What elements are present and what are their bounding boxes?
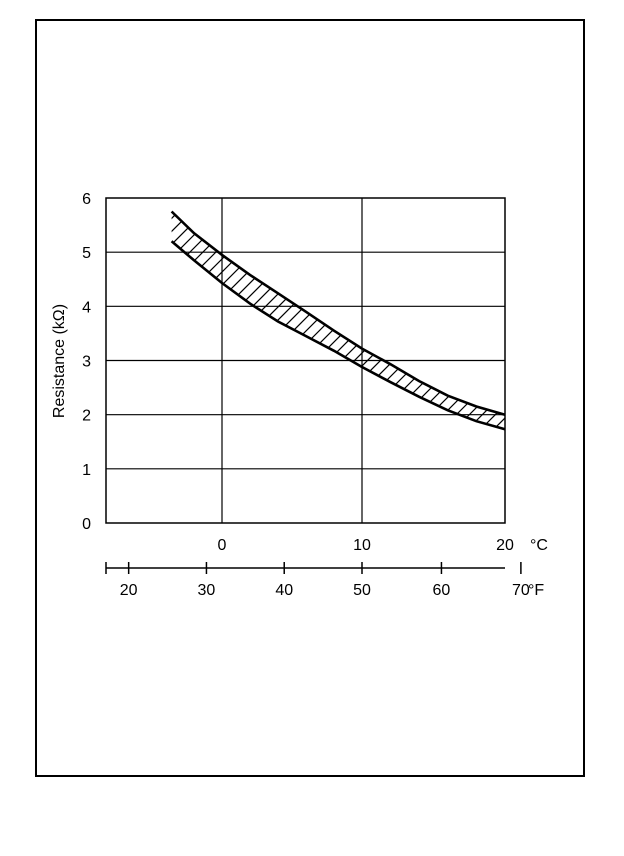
x-unit-fahrenheit: °F — [528, 582, 544, 599]
hatch-line — [597, 180, 624, 560]
hatch-line — [271, 211, 505, 430]
hatch-line — [171, 211, 505, 430]
x2-tick-label: 60 — [433, 582, 451, 599]
hatch-line — [492, 211, 505, 430]
hatch-line — [453, 211, 505, 430]
y-tick-label: 6 — [82, 191, 91, 208]
hatch-line — [545, 180, 624, 560]
hatch-line — [171, 211, 505, 430]
hatch-line — [336, 211, 505, 430]
hatch-line — [0, 180, 80, 560]
axes — [105, 197, 522, 574]
hatch-line — [479, 211, 505, 430]
hatch-line — [610, 180, 624, 560]
hatch-line — [519, 180, 624, 560]
x-tick-label: 20 — [496, 537, 514, 554]
hatch-line — [349, 211, 505, 430]
hatch-line — [232, 211, 505, 430]
hatch-line — [401, 211, 505, 430]
hatch-line — [310, 211, 505, 430]
x2-tick-label: 70 — [512, 582, 530, 599]
hatch-line — [466, 211, 505, 430]
y-tick-label: 3 — [82, 354, 91, 371]
resistance-band — [0, 180, 624, 560]
hatch-line — [258, 211, 505, 430]
x-unit-celsius: °C — [530, 537, 548, 554]
hatch-line — [171, 211, 250, 430]
grid — [106, 198, 505, 523]
hatch-line — [171, 211, 432, 430]
hatch-line — [245, 211, 505, 430]
hatch-line — [284, 211, 505, 430]
hatch-line — [171, 211, 484, 430]
x2-tick-label: 50 — [353, 582, 371, 599]
x2-tick-label: 20 — [120, 582, 138, 599]
hatch-line — [414, 211, 505, 430]
x-tick-label: 10 — [353, 537, 371, 554]
hatch-line — [171, 211, 471, 430]
y-tick-label: 5 — [82, 245, 91, 262]
y-tick-label: 0 — [82, 516, 91, 533]
hatch-line — [171, 211, 315, 430]
hatch-line — [171, 211, 185, 430]
plot-border — [105, 197, 506, 524]
hatch-line — [171, 211, 505, 430]
hatch-line — [171, 211, 328, 430]
hatch-line — [193, 211, 505, 430]
hatch-line — [171, 211, 497, 430]
hatch-line — [171, 211, 276, 430]
hatch-line — [375, 211, 505, 430]
hatch-line — [0, 180, 158, 560]
y-tick-label: 4 — [82, 299, 91, 316]
hatch-line — [440, 211, 505, 430]
hatch-line — [584, 180, 624, 560]
y-tick-label: 2 — [82, 408, 91, 425]
hatch-line — [532, 180, 624, 560]
hatch-line — [171, 211, 263, 430]
hatch-line — [571, 180, 624, 560]
upper-bound-line — [170, 210, 506, 416]
y-axis-label: Resistance (kΩ) — [51, 304, 68, 418]
hatch-lines — [0, 180, 624, 560]
y-tick-label: 1 — [82, 462, 91, 479]
hatch-line — [171, 211, 393, 430]
figure-frame — [35, 19, 585, 777]
x2-tick-label: 30 — [198, 582, 216, 599]
x-tick-label: 0 — [218, 537, 227, 554]
hatch-line — [171, 211, 224, 430]
hatch-line — [427, 211, 505, 430]
hatch-line — [0, 180, 93, 560]
hatch-line — [171, 211, 289, 430]
hatch-line — [206, 211, 505, 430]
hatch-line — [297, 211, 505, 430]
hatch-line — [506, 180, 624, 560]
hatch-line — [171, 211, 445, 430]
hatch-line — [180, 211, 505, 430]
lower-bound-line — [170, 240, 506, 431]
hatch-line — [171, 211, 302, 430]
hatch-line — [171, 211, 198, 430]
hatch-line — [171, 211, 419, 430]
hatch-line — [0, 180, 145, 560]
hatch-line — [558, 180, 624, 560]
hatch-line — [219, 211, 505, 430]
x2-tick-label: 40 — [275, 582, 293, 599]
hatch-line — [388, 211, 505, 430]
